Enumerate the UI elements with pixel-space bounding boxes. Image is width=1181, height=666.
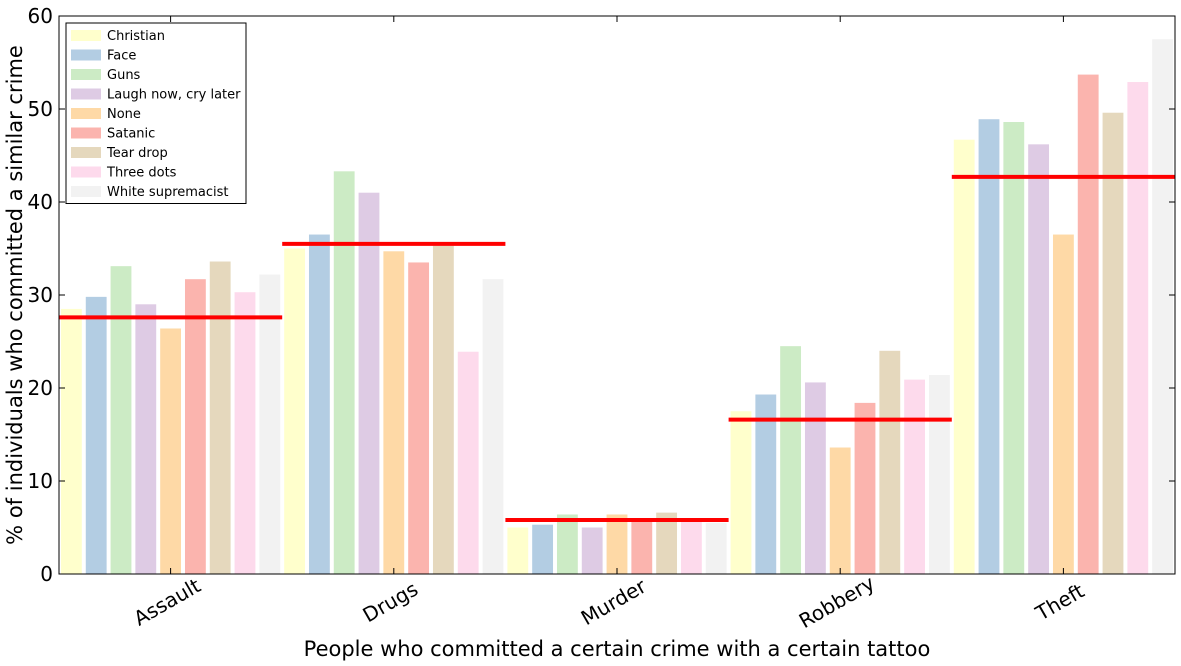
y-tick-label: 20 (28, 376, 53, 400)
bar-theft-tear-drop (1102, 112, 1124, 574)
y-tick-label: 0 (40, 562, 53, 586)
legend-label: Guns (107, 68, 141, 83)
legend-swatch (71, 166, 101, 178)
y-axis-label: % of individuals who committed a similar… (3, 45, 27, 545)
legend-swatch (71, 30, 101, 41)
bar-drugs-three-dots (457, 351, 479, 574)
bar-assault-none (160, 328, 182, 574)
bar-robbery-none (829, 447, 851, 574)
legend-label: Laugh now, cry later (107, 88, 241, 103)
x-tick-label-robbery: Robbery (795, 571, 879, 633)
bar-robbery-christian (730, 411, 752, 574)
bar-drugs-satanic (408, 262, 430, 574)
bar-murder-laugh-now-cry-later (581, 527, 603, 574)
bar-drugs-white-supremacist (482, 279, 504, 574)
bar-theft-three-dots (1127, 82, 1149, 574)
x-tick-label-assault: Assault (130, 573, 205, 630)
legend-label: Three dots (106, 166, 177, 181)
bar-murder-three-dots (680, 518, 702, 574)
y-tick-label: 60 (28, 4, 53, 28)
bar-murder-white-supremacist (705, 522, 727, 574)
bar-assault-satanic (184, 279, 206, 574)
legend-swatch (71, 69, 101, 80)
bar-drugs-face (308, 234, 330, 575)
legend: Christian Face Guns Laugh now, cry later Non… (65, 22, 247, 204)
bar-robbery-laugh-now-cry-later (804, 382, 826, 574)
legend-label: Face (107, 49, 136, 64)
bar-murder-none (606, 514, 628, 574)
bar-assault-white-supremacist (259, 274, 281, 574)
bar-assault-three-dots (234, 292, 256, 574)
bar-murder-face (532, 524, 554, 574)
bar-assault-face (85, 296, 107, 574)
bar-assault-tear-drop (209, 261, 231, 574)
y-tick-label: 10 (28, 469, 53, 493)
legend-label: Tear drop (106, 146, 168, 161)
bar-murder-tear-drop (656, 512, 678, 574)
bar-robbery-tear-drop (879, 350, 901, 574)
legend-label: Satanic (107, 127, 155, 142)
bar-robbery-satanic (854, 402, 876, 574)
bar-drugs-laugh-now-cry-later (358, 192, 380, 574)
y-axis: 0 10 20 30 40 50 60 (28, 4, 1175, 586)
legend-swatch (71, 88, 101, 100)
bar-drugs-tear-drop (432, 245, 454, 574)
bar-assault-guns (110, 266, 132, 574)
bar-murder-satanic (631, 518, 653, 574)
legend-label: None (107, 107, 141, 122)
bar-robbery-face (755, 394, 777, 574)
legend-label: Christian (107, 29, 165, 44)
bar-assault-christian (60, 308, 82, 574)
bar-theft-laugh-now-cry-later (1028, 144, 1050, 574)
y-tick-label: 30 (28, 283, 53, 307)
bar-robbery-white-supremacist (928, 374, 950, 574)
bar-drugs-christian (284, 248, 306, 574)
bar-drugs-guns (333, 171, 355, 574)
bar-theft-christian (953, 139, 975, 574)
legend-swatch (71, 147, 101, 158)
y-tick-label: 40 (28, 190, 53, 214)
bar-murder-guns (556, 514, 578, 574)
x-tick-label-theft: Theft (1031, 579, 1089, 626)
x-tick-label-murder: Murder (577, 573, 651, 630)
bars-layer (60, 39, 1174, 575)
bar-theft-guns (1003, 122, 1025, 575)
bar-theft-none (1052, 234, 1074, 575)
legend-label: White supremacist (107, 185, 229, 200)
y-tick-label: 50 (28, 97, 53, 121)
bar-theft-satanic (1077, 74, 1099, 574)
bar-assault-laugh-now-cry-later (135, 304, 157, 574)
bar-robbery-guns (780, 346, 802, 574)
bar-murder-christian (507, 527, 529, 574)
bar-theft-white-supremacist (1152, 39, 1174, 574)
bar-theft-face (978, 119, 1000, 574)
legend-swatch (71, 186, 101, 197)
bar-robbery-three-dots (904, 379, 926, 574)
x-axis-label: People who committed a certain crime wit… (304, 637, 931, 661)
legend-swatch (71, 108, 101, 119)
x-tick-label-drugs: Drugs (359, 577, 422, 627)
bar-drugs-none (383, 251, 405, 575)
legend-swatch (71, 49, 101, 61)
reference-lines-layer (59, 174, 1175, 523)
legend-swatch (71, 127, 101, 139)
